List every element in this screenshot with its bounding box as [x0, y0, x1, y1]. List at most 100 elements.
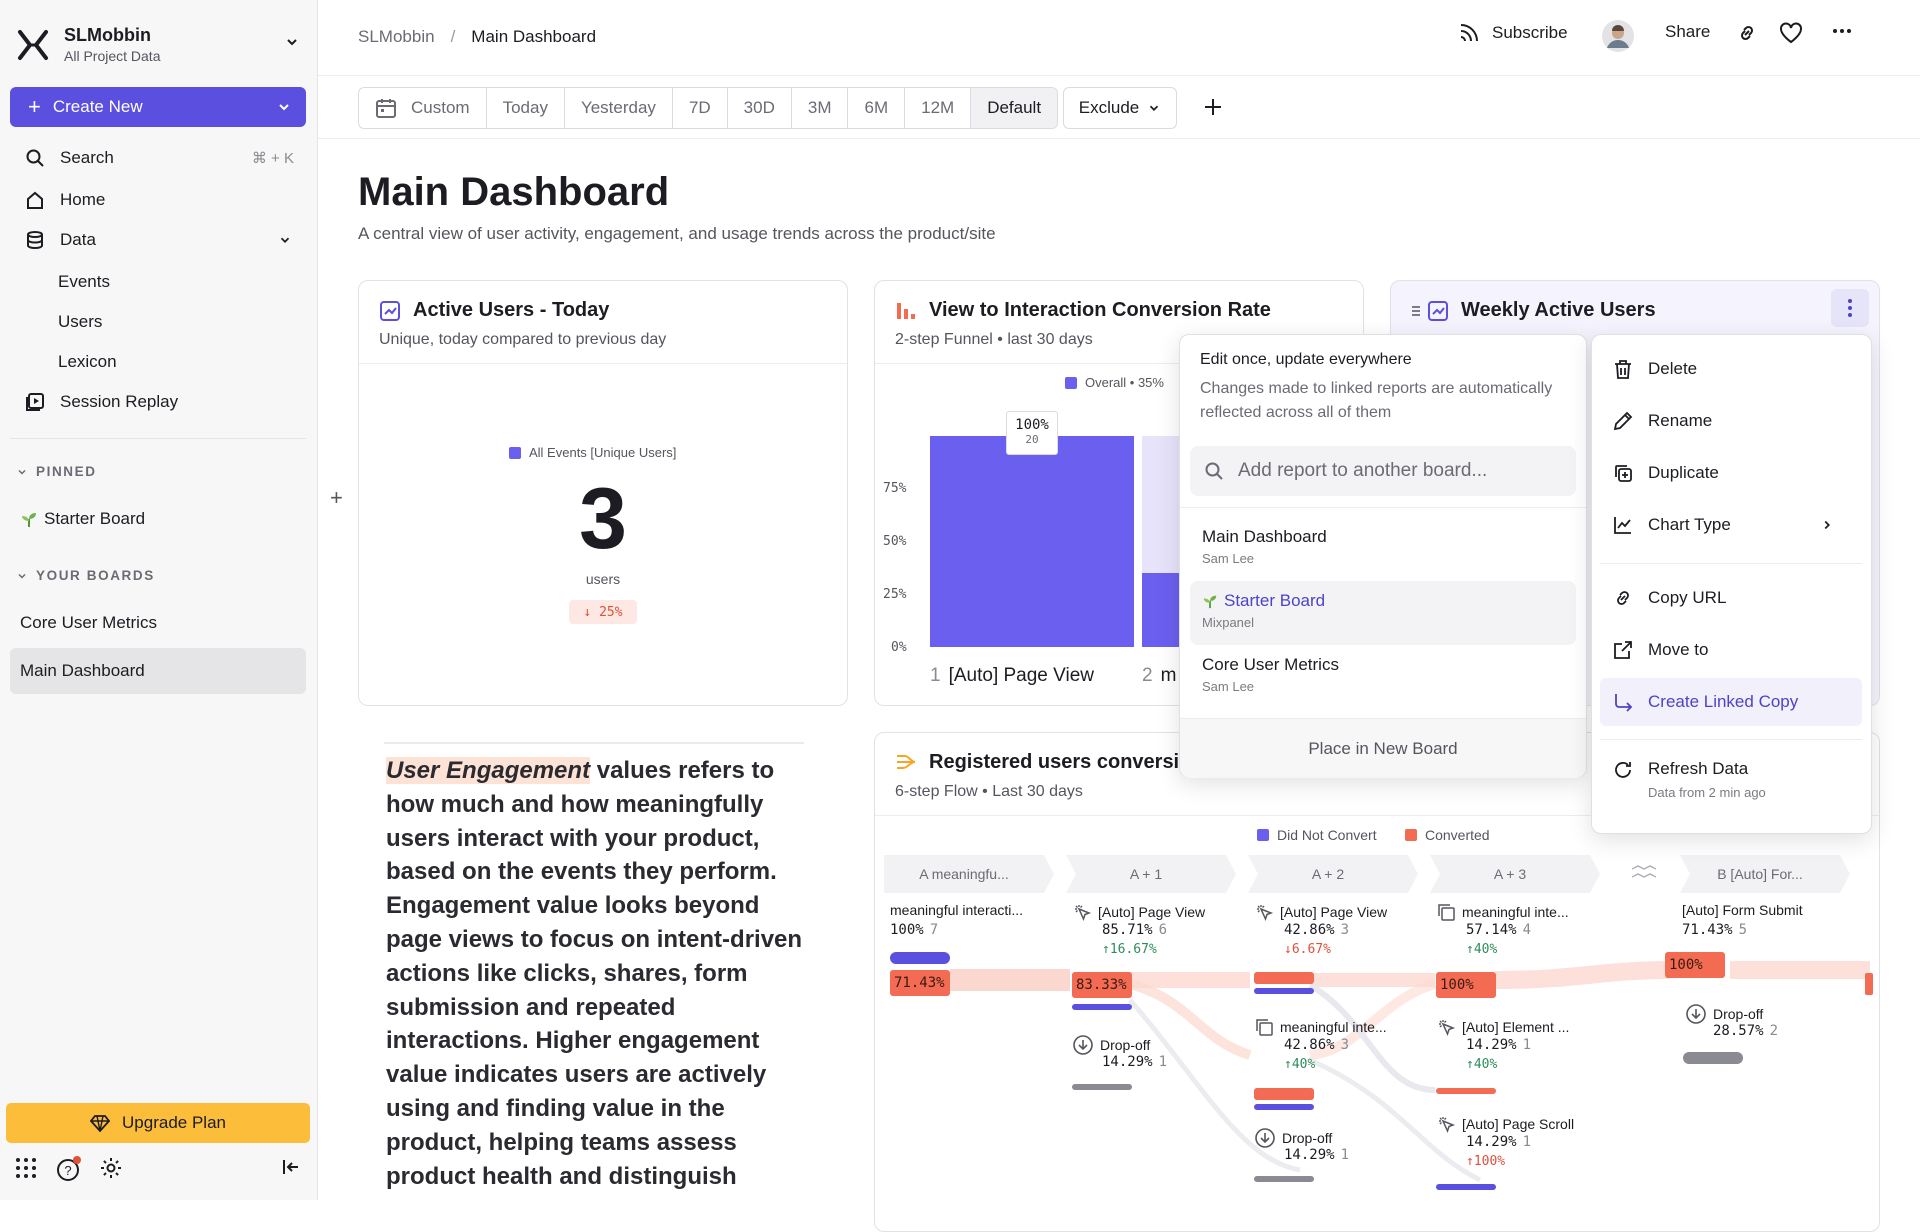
flow-node-name[interactable]: [Auto] Page View: [1072, 902, 1205, 922]
board-option-core-user-metrics[interactable]: Core User Metrics Sam Lee: [1190, 645, 1576, 709]
board-option-starter-board[interactable]: Starter Board Mixpanel: [1190, 581, 1576, 645]
flow-step-header[interactable]: B [Auto] For...: [1717, 866, 1803, 882]
flow-step-header[interactable]: A + 1: [1129, 866, 1163, 882]
workspace-switcher[interactable]: SLMobbin All Project Data: [16, 20, 306, 70]
subscribe-button[interactable]: Subscribe: [1458, 22, 1568, 44]
sidebar-item-main-dashboard[interactable]: Main Dashboard: [10, 648, 306, 694]
flow-bar-did-not-convert[interactable]: [1072, 1004, 1132, 1010]
legend-label: Converted: [1425, 827, 1490, 843]
range-today[interactable]: Today: [487, 88, 565, 128]
range-3m[interactable]: 3M: [792, 88, 849, 128]
avatar[interactable]: [1602, 20, 1634, 52]
copy-squares-icon: [1256, 1019, 1273, 1036]
help-icon[interactable]: ?: [56, 1156, 82, 1182]
more-options-button[interactable]: [1832, 28, 1852, 34]
board-search-input[interactable]: Add report to another board...: [1190, 446, 1576, 496]
menu-item-move-to[interactable]: Move to: [1600, 626, 1862, 674]
flow-node-name[interactable]: [Auto] Page Scroll: [1436, 1114, 1574, 1134]
flow-bar-converted[interactable]: [1865, 973, 1873, 995]
sidebar-item-home[interactable]: Home: [10, 181, 306, 219]
add-row-plus-icon[interactable]: +: [330, 485, 343, 510]
range-12m[interactable]: 12M: [905, 88, 972, 128]
flow-dropoff-node[interactable]: Drop-off: [1254, 1127, 1332, 1149]
flow-bar-drop-off[interactable]: [1683, 1052, 1743, 1064]
flow-step-header[interactable]: A + 2: [1311, 866, 1345, 882]
sidebar-item-data[interactable]: Data: [10, 221, 306, 259]
flow-bar-drop-off[interactable]: [1254, 1176, 1314, 1182]
sidebar-item-lexicon[interactable]: Lexicon: [10, 343, 306, 381]
collapse-sidebar-icon[interactable]: [280, 1156, 302, 1178]
flow-bar-did-not-convert[interactable]: [1254, 988, 1314, 994]
add-filter-plus-icon[interactable]: [1201, 95, 1225, 119]
text-card-body[interactable]: User Engagement values refers to how muc…: [386, 754, 816, 1193]
card-subtitle: 6-step Flow • Last 30 days: [895, 783, 1083, 800]
share-button[interactable]: Share: [1665, 22, 1710, 42]
apps-grid-icon[interactable]: [14, 1156, 38, 1180]
flow-node-name[interactable]: meaningful inte...: [1254, 1017, 1387, 1037]
flow-converted-pill[interactable]: 83.33%: [1072, 972, 1132, 998]
flow-step-header[interactable]: A meaningfu...: [919, 866, 1009, 882]
flow-converted-pill[interactable]: 100%: [1665, 952, 1725, 978]
breadcrumb-root[interactable]: SLMobbin: [358, 27, 435, 46]
divider: [1600, 563, 1862, 564]
flow-node-name[interactable]: meaningful interacti...: [890, 902, 1024, 918]
range-6m[interactable]: 6M: [848, 88, 906, 128]
sidebar-item-core-user-metrics[interactable]: Core User Metrics: [10, 600, 306, 646]
funnel-bars-icon: [897, 302, 915, 319]
sidebar-item-starter-board[interactable]: Starter Board: [10, 496, 306, 542]
flow-step-header[interactable]: A + 3: [1493, 866, 1527, 882]
favorite-button[interactable]: [1779, 22, 1803, 44]
flow-node-name[interactable]: [Auto] Form Submit: [1682, 902, 1803, 918]
sidebar-item-session-replay[interactable]: Session Replay: [10, 383, 306, 421]
sidebar-item-events[interactable]: Events: [10, 263, 306, 301]
pinned-section-toggle[interactable]: PINNED: [16, 464, 97, 479]
flow-bar-converted[interactable]: [1436, 1088, 1496, 1094]
drag-handle-icon[interactable]: [1411, 304, 1421, 318]
menu-item-rename[interactable]: Rename: [1600, 397, 1862, 445]
flow-dropoff-node[interactable]: Drop-off: [1072, 1034, 1150, 1056]
flow-node-name[interactable]: meaningful inte...: [1436, 902, 1569, 922]
menu-item-chart-type[interactable]: Chart Type: [1600, 501, 1862, 549]
range-30d[interactable]: 30D: [728, 88, 792, 128]
place-in-new-board-button[interactable]: Place in New Board: [1180, 718, 1586, 778]
menu-item-refresh-data[interactable]: Refresh Data Data from 2 min ago: [1600, 747, 1862, 813]
node-count: 1: [1158, 1054, 1168, 1070]
range-7d[interactable]: 7D: [673, 88, 728, 128]
menu-item-label: Move to: [1648, 640, 1709, 659]
sidebar-item-search[interactable]: Search ⌘ + K: [10, 139, 306, 177]
flow-converted-pill[interactable]: 100%: [1436, 972, 1496, 998]
flow-node-name[interactable]: [Auto] Page View: [1254, 902, 1387, 922]
flow-bar-converted[interactable]: [1254, 972, 1314, 984]
refresh-icon: [1615, 762, 1631, 778]
page-description: A central view of user activity, engagem…: [358, 224, 996, 243]
menu-item-delete[interactable]: Delete: [1600, 345, 1862, 393]
flow-bar-converted[interactable]: [1254, 1088, 1314, 1100]
card-more-button[interactable]: [1831, 289, 1869, 327]
copy-link-button[interactable]: [1736, 22, 1758, 44]
range-yesterday[interactable]: Yesterday: [565, 88, 673, 128]
funnel-bar-step-2[interactable]: [1142, 573, 1182, 647]
flow-bar-did-not-convert[interactable]: [1254, 1104, 1314, 1110]
flow-converted-pill[interactable]: 71.43%: [890, 970, 950, 996]
funnel-bar-step-1[interactable]: [930, 436, 1134, 647]
create-new-button[interactable]: + Create New: [10, 87, 306, 127]
menu-item-copy-url[interactable]: Copy URL: [1600, 574, 1862, 622]
sidebar-item-users[interactable]: Users: [10, 303, 306, 341]
flow-dropoff-node[interactable]: Drop-off: [1685, 1003, 1763, 1025]
linked-copy-popover: Edit once, update everywhere Changes mad…: [1179, 334, 1587, 778]
report-card-active-users[interactable]: Active Users - Today Unique, today compa…: [358, 280, 848, 706]
settings-gear-icon[interactable]: [99, 1156, 123, 1180]
menu-item-create-linked-copy[interactable]: Create Linked Copy: [1600, 678, 1862, 726]
range-custom[interactable]: Custom: [359, 88, 487, 128]
flow-bar-did-not-convert[interactable]: [1436, 1184, 1496, 1190]
flow-bar-drop-off[interactable]: [1072, 1084, 1132, 1090]
exclude-dropdown[interactable]: Exclude: [1063, 87, 1177, 129]
flow-bar-did-not-convert[interactable]: [890, 952, 950, 964]
flow-node-name[interactable]: [Auto] Element ...: [1436, 1017, 1569, 1037]
menu-item-duplicate[interactable]: Duplicate: [1600, 449, 1862, 497]
boards-section-toggle[interactable]: YOUR BOARDS: [16, 568, 155, 583]
board-option-main-dashboard[interactable]: Main Dashboard Sam Lee: [1190, 517, 1576, 581]
upgrade-plan-button[interactable]: Upgrade Plan: [6, 1103, 310, 1143]
range-default[interactable]: Default: [971, 88, 1058, 128]
